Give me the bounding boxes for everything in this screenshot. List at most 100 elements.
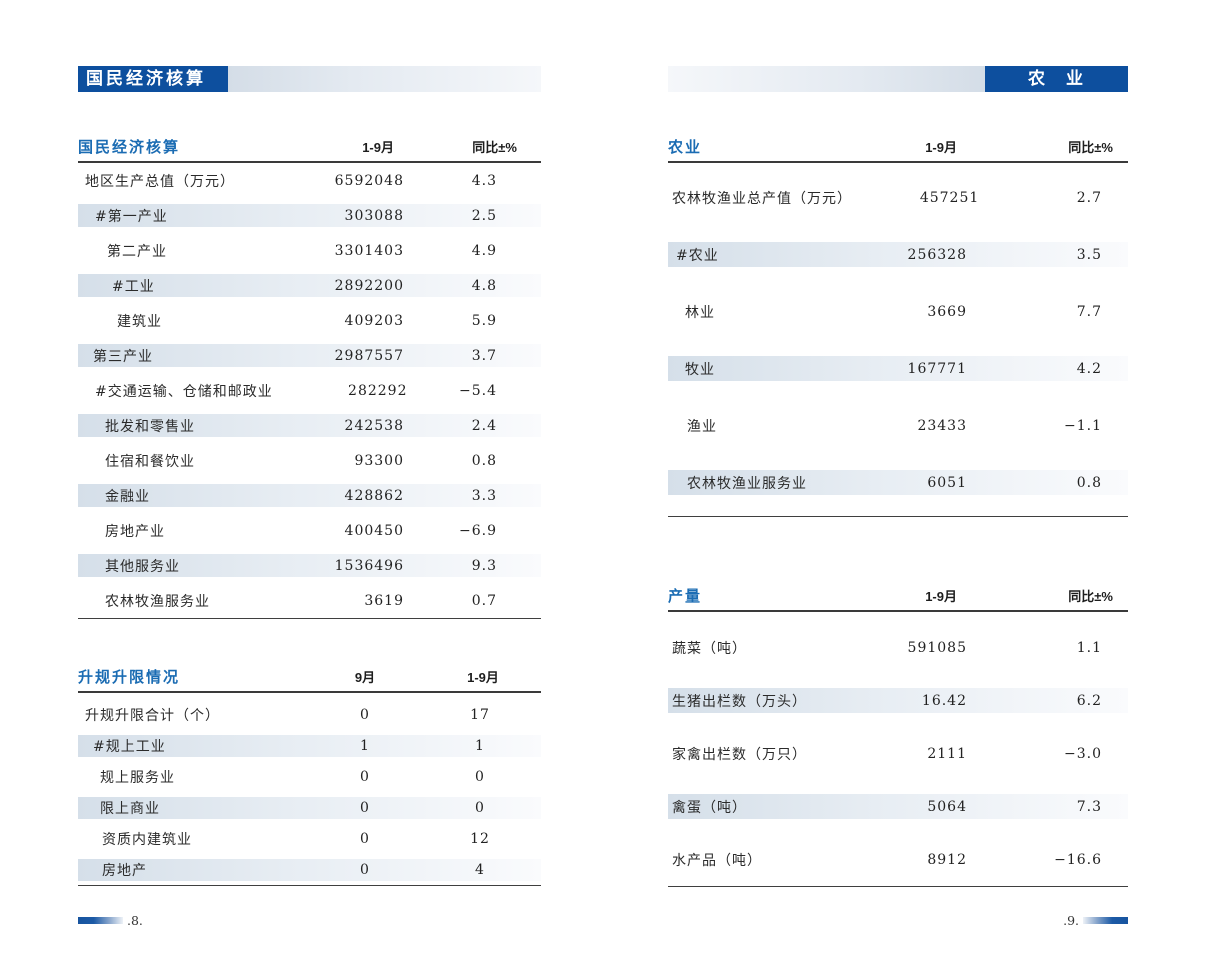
row-label: 牧业: [685, 361, 715, 378]
row-value-change: 0.7: [471, 592, 497, 609]
right-page-footer: .9.: [1059, 912, 1128, 928]
row-label: #第一产业: [95, 208, 168, 225]
left-banner-title: 国民经济核算: [78, 66, 228, 92]
row-value-period: 2987557: [334, 347, 404, 364]
right-page-banner: 农 业: [668, 66, 1128, 92]
table-body: 地区生产总值（万元） 6592048 4.3 #第一产业 303088 2.5 第二产业 33…: [78, 163, 541, 619]
table-row: 蔬菜（吨） 591085 1.1: [668, 621, 1128, 674]
column-header-period: 1-9月: [362, 140, 394, 155]
row-value-period: 256328: [907, 246, 967, 263]
table-row: #交通运输、仓储和邮政业 282292 −5.4: [78, 373, 541, 408]
row-value-change: 4: [475, 861, 485, 878]
row-label: 林业: [685, 304, 715, 321]
row-label: #规上工业: [93, 738, 166, 755]
table-row: 家禽出栏数（万只） 2111 −3.0: [668, 727, 1128, 780]
table-row: 农林牧渔服务业 3619 0.7: [78, 583, 541, 618]
table-row: 升规升限合计（个） 0 17: [78, 699, 541, 730]
table-header: 国民经济核算 1-9月 同比±%: [78, 136, 541, 163]
row-label: 房地产: [102, 862, 147, 879]
row-value-change: 9.3: [471, 557, 497, 574]
row-value-change: 12: [470, 830, 490, 847]
table-row: 第二产业 3301403 4.9: [78, 233, 541, 268]
row-label: 第二产业: [107, 243, 167, 260]
page-number: .9.: [1063, 912, 1079, 928]
table-row: 房地产业 400450 −6.9: [78, 513, 541, 548]
row-value-period: 1536496: [334, 557, 404, 574]
column-header-change: 同比±%: [472, 140, 517, 155]
row-value-period: 8912: [927, 851, 967, 868]
table-header: 产量 1-9月 同比±%: [668, 585, 1128, 612]
row-value-period: 3619: [364, 592, 404, 609]
row-value-period: 1: [360, 737, 370, 754]
right-banner-gradient: [668, 66, 985, 92]
row-value-period: 23433: [917, 417, 967, 434]
row-label: 第三产业: [93, 348, 153, 365]
row-value-period: 6592048: [334, 172, 404, 189]
footer-accent-bar: [78, 916, 123, 924]
page-left: 国民经济核算 国民经济核算 1-9月 同比±% 地区生产总值（万元） 659204…: [78, 0, 541, 928]
row-value-period: 400450: [344, 522, 404, 539]
row-value-change: 0: [475, 799, 485, 816]
table-row: 资质内建筑业 0 12: [78, 823, 541, 854]
table-row: 第三产业 2987557 3.7: [78, 338, 541, 373]
row-value-period: 0: [360, 799, 370, 816]
table-agriculture: 农业 1-9月 同比±% 农林牧渔业总产值（万元） 457251 2.7 #农业 256…: [668, 136, 1128, 517]
table-body: 蔬菜（吨） 591085 1.1 生猪出栏数（万头） 16.42 6.2 家禽出栏数（万只）…: [668, 621, 1128, 887]
row-value-change: 2.4: [471, 417, 497, 434]
table-row: #农业 256328 3.5: [668, 226, 1128, 283]
table-title: 农业: [668, 139, 703, 156]
row-value-period: 93300: [354, 452, 404, 469]
row-label: 建筑业: [117, 313, 162, 330]
table-body: 升规升限合计（个） 0 17 #规上工业 1 1 规上服务业 0 0 限上商业 0 0 资质内建筑业 0 1…: [78, 699, 541, 886]
column-header-period: 1-9月: [925, 140, 957, 155]
row-label: #工业: [112, 278, 155, 295]
row-label: 资质内建筑业: [102, 831, 192, 848]
row-value-period: 167771: [907, 360, 967, 377]
row-value-period: 428862: [344, 487, 404, 504]
row-value-period: 2111: [927, 745, 967, 762]
row-label: 水产品（吨）: [672, 852, 762, 869]
row-label: 农林牧渔服务业: [105, 593, 210, 610]
column-header-change: 同比±%: [1068, 140, 1113, 155]
row-value-period: 6051: [927, 474, 967, 491]
row-label: 限上商业: [100, 800, 160, 817]
row-value-change: 6.2: [1076, 692, 1102, 709]
left-page-footer: .8.: [78, 913, 147, 928]
table-row: 地区生产总值（万元） 6592048 4.3: [78, 163, 541, 198]
row-value-change: 0.8: [1076, 474, 1102, 491]
row-value-change: 4.3: [471, 172, 497, 189]
row-value-change: 2.7: [1076, 189, 1102, 206]
left-page-banner: 国民经济核算: [78, 66, 541, 92]
page-right: 农 业 农业 1-9月 同比±% 农林牧渔业总产值（万元） 457251 2.7 #农…: [668, 0, 1128, 928]
table-row: 水产品（吨） 8912 −16.6: [668, 833, 1128, 886]
table-row: 限上商业 0 0: [78, 792, 541, 823]
row-value-change: 7.3: [1076, 798, 1102, 815]
table-upgrade-status: 升规升限情况 9月 1-9月 升规升限合计（个） 0 17 #规上工业 1 1 规上服务业 0…: [78, 666, 541, 886]
row-value-period: 3669: [927, 303, 967, 320]
row-value-change: −5.4: [459, 382, 497, 399]
row-value-period: 0: [360, 861, 370, 878]
table-row: 其他服务业 1536496 9.3: [78, 548, 541, 583]
table-row: 房地产 0 4: [78, 854, 541, 885]
row-value-period: 457251: [919, 189, 980, 206]
row-value-change: 3.5: [1076, 246, 1102, 263]
row-value-period: 0: [360, 706, 370, 723]
row-value-period: 3301403: [334, 242, 404, 259]
table-row: #规上工业 1 1: [78, 730, 541, 761]
row-label: 其他服务业: [105, 558, 180, 575]
row-label: 蔬菜（吨）: [672, 640, 747, 657]
row-value-period: 0: [360, 830, 370, 847]
row-value-change: 1.1: [1076, 639, 1102, 656]
row-value-change: 5.9: [471, 312, 497, 329]
row-value-period: 303088: [344, 207, 404, 224]
row-value-period: 5064: [927, 798, 967, 815]
row-label: 地区生产总值（万元）: [85, 173, 235, 190]
row-value-change: 7.7: [1076, 303, 1102, 320]
table-row: 渔业 23433 −1.1: [668, 397, 1128, 454]
row-label: 金融业: [105, 488, 150, 505]
table-row: 建筑业 409203 5.9: [78, 303, 541, 338]
row-value-change: −16.6: [1054, 851, 1102, 868]
table-row: 林业 3669 7.7: [668, 283, 1128, 340]
column-header-change: 同比±%: [1068, 589, 1113, 604]
row-label: 规上服务业: [100, 769, 175, 786]
